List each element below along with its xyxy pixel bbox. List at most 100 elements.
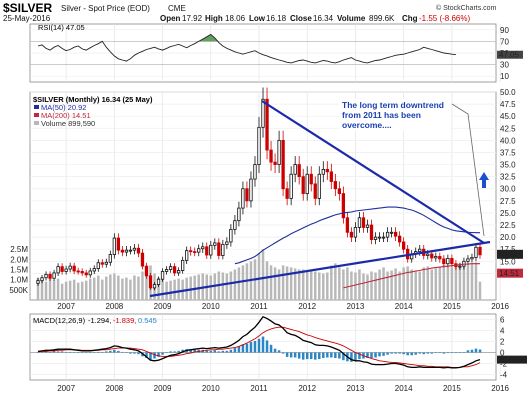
moving-averages xyxy=(234,206,480,289)
candle-body xyxy=(293,164,297,175)
macd-histogram-bar xyxy=(237,346,241,353)
rsi-plot xyxy=(37,33,456,64)
instrument-name: Silver - Spot Price (EOD) xyxy=(61,4,150,13)
volume-bar xyxy=(101,279,104,300)
candle-body xyxy=(148,275,153,289)
candle-body xyxy=(88,270,92,276)
macd-histogram-bar xyxy=(382,352,385,356)
macd-histogram-bar xyxy=(76,352,80,354)
macd-histogram-bar xyxy=(446,352,450,354)
chg-value: -1.55 (-8.66%) xyxy=(419,14,470,23)
x-tick-label: 2016 xyxy=(491,302,509,311)
macd-histogram-bar xyxy=(342,352,345,361)
candle-body xyxy=(104,261,108,265)
candle-body xyxy=(72,265,76,272)
volume-bar xyxy=(305,271,309,300)
macd-histogram-bar xyxy=(394,352,397,354)
macd-histogram-bar xyxy=(88,352,92,354)
volume-bar xyxy=(446,266,450,300)
macd-histogram-bar xyxy=(378,352,381,357)
candle-body xyxy=(418,248,422,253)
volume-tick-label: 1.5M xyxy=(10,265,28,274)
ma50-swatch xyxy=(34,105,39,109)
volume-bar xyxy=(434,268,438,300)
open-value: 17.92 xyxy=(182,14,203,23)
volume-bar xyxy=(314,271,317,300)
candle-body xyxy=(221,243,225,256)
rsi-tick-label: 30 xyxy=(500,61,509,70)
annotation-bg xyxy=(339,99,451,131)
macd-histogram-bar xyxy=(141,352,144,357)
volume-bar xyxy=(189,276,192,300)
watermark: © StockCharts.com xyxy=(436,4,497,12)
volume-bar xyxy=(289,267,293,300)
x-tick-label: 2009 xyxy=(154,384,172,393)
candle-body xyxy=(245,188,249,202)
macd-histogram-bar xyxy=(314,352,317,360)
macd-histogram-bar xyxy=(137,352,140,355)
volume-bar xyxy=(346,267,349,300)
volume-bar xyxy=(84,280,88,300)
volume-bar xyxy=(334,263,337,300)
macd-histogram-bar xyxy=(249,342,253,353)
candle-body xyxy=(333,181,337,190)
volume-bar xyxy=(157,277,160,300)
macd-histogram-bar xyxy=(478,349,482,353)
macd-histogram-bar xyxy=(338,352,341,359)
volume-bar xyxy=(281,265,285,300)
macd-histogram-bar xyxy=(72,352,76,353)
volume-bar xyxy=(362,273,365,300)
macd-histogram-bar xyxy=(193,349,196,353)
macd-histogram-bar xyxy=(386,352,389,355)
candle-body xyxy=(237,207,241,222)
macd-histogram-bar xyxy=(330,352,333,358)
volume-bar xyxy=(137,276,140,300)
candle-body xyxy=(337,188,342,194)
macd-histogram-bar xyxy=(301,352,305,360)
rsi-last-badge xyxy=(497,50,523,59)
candle-body xyxy=(164,269,169,272)
macd-histogram-bar xyxy=(225,350,229,353)
candle-body xyxy=(369,224,374,240)
volume-bar xyxy=(221,272,225,300)
volume-bar xyxy=(40,279,44,300)
volume-bar xyxy=(72,279,76,300)
volume-bar xyxy=(121,278,124,300)
x-tick-label: 2014 xyxy=(395,302,413,311)
candle-body xyxy=(144,265,149,277)
x-tick-label: 2007 xyxy=(57,302,75,311)
macd-histogram-bar xyxy=(109,350,112,353)
candle-body xyxy=(140,252,145,267)
candle-body xyxy=(353,227,358,238)
grid-layer xyxy=(30,24,501,380)
macd-histogram-bar xyxy=(97,351,100,353)
candle-body xyxy=(136,247,141,254)
macd-histogram-bar xyxy=(93,352,96,353)
high-label: High xyxy=(205,14,223,23)
volume-bar xyxy=(374,272,377,300)
candle-body xyxy=(132,247,137,251)
candle-body xyxy=(116,237,121,251)
macd-histogram-bar xyxy=(442,352,446,354)
volume-bar xyxy=(354,272,357,300)
macd-panel-frame xyxy=(29,313,497,381)
volume-bar xyxy=(410,269,413,300)
macd-histogram-bar xyxy=(133,352,136,354)
macd-histogram-bar xyxy=(438,352,442,354)
price-tick-label: 32.5 xyxy=(500,173,516,182)
price-tick-label: 15.0 xyxy=(500,257,516,266)
macd-histogram-bar xyxy=(398,352,401,354)
macd-tick-label: -4 xyxy=(500,371,508,380)
candle-body xyxy=(325,168,329,173)
macd-histogram-bar xyxy=(129,352,132,354)
x-tick-label: 2016 xyxy=(491,384,509,393)
candle-body xyxy=(193,251,197,254)
candle-body xyxy=(108,254,112,263)
macd-histogram-bar xyxy=(402,352,405,355)
macd-histogram-bar xyxy=(281,352,285,354)
candle-body xyxy=(112,237,116,255)
volume-bar xyxy=(442,265,446,300)
macd-histogram-bar xyxy=(173,351,176,353)
volume-bar xyxy=(237,267,241,300)
